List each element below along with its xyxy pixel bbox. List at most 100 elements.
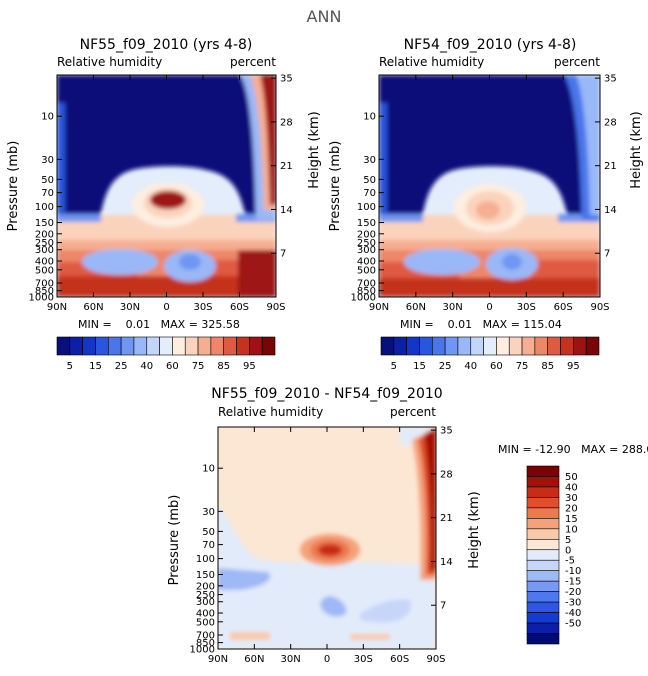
colorbar-swatch: [526, 497, 560, 509]
colorbar-swatch: [419, 336, 433, 356]
colorbar: 5 15 25 40 60 75 85 95: [56, 336, 276, 372]
y-axis-title: Pressure (mb): [328, 141, 343, 232]
panel-right-label: percent: [554, 55, 600, 69]
colorbar-label: 85: [541, 361, 554, 372]
colorbar-swatch: [133, 336, 148, 356]
colorbar: 5 15 25 40 60 75 85 95: [380, 336, 600, 372]
colorbar-label: 15: [89, 361, 102, 372]
y2-tick-label: 14: [440, 557, 453, 568]
y2-axis-title: Height (km): [467, 491, 482, 568]
colorbar-label: 5: [565, 535, 571, 546]
colorbar-swatch: [159, 336, 173, 356]
y-tick-label: 250: [35, 238, 54, 249]
x-tick-label: 60S: [390, 654, 409, 665]
y-tick-label: 30: [41, 155, 54, 166]
colorbar-swatch: [380, 336, 395, 356]
y-tick-label: 200: [196, 581, 215, 592]
y-tick-label: 50: [363, 175, 376, 186]
colorbar-swatch: [526, 601, 560, 613]
y-tick-label: 500: [35, 265, 54, 276]
colorbar-label: 60: [166, 361, 179, 372]
y2-axis-title: Height (km): [629, 111, 644, 188]
colorbar-swatch: [82, 336, 96, 356]
y-tick-label: 1000: [29, 293, 54, 304]
colorbar-swatch: [444, 336, 459, 356]
plot-field: [57, 75, 276, 297]
colorbar-swatch: [534, 336, 549, 356]
colorbar-swatch: [526, 538, 560, 551]
y-tick-label: 300: [35, 245, 54, 256]
panel-right-label: percent: [230, 55, 276, 69]
colorbar-label: -5: [565, 556, 575, 567]
x-tick-label: 60N: [83, 302, 103, 313]
y-axis-title: Pressure (mb): [167, 495, 182, 586]
colorbar-swatch: [120, 336, 135, 356]
colorbar-label: 60: [490, 361, 503, 372]
y2-tick-label: 7: [440, 601, 446, 612]
colorbar-swatch: [526, 559, 560, 572]
x-tick-label: 0: [324, 654, 330, 665]
y2-tick-label: 28: [440, 469, 453, 480]
colorbar-label: -40: [565, 608, 581, 619]
colorbar-swatch: [483, 336, 497, 356]
y-tick-label: 30: [202, 507, 215, 518]
x-tick-label: 30N: [443, 302, 463, 313]
colorbar-swatch: [107, 336, 122, 356]
colorbar-label: 25: [115, 361, 128, 372]
colorbar-swatch: [526, 612, 560, 624]
y2-tick-label: 14: [604, 205, 617, 216]
y2-tick-label: 14: [280, 205, 293, 216]
colorbar-swatch: [223, 336, 237, 356]
colorbar-label: 10: [565, 524, 578, 535]
colorbar-swatch: [526, 486, 560, 498]
panel-right-label: percent: [390, 405, 436, 419]
y-tick-label: 400: [357, 257, 376, 268]
y-tick-label: 700: [35, 278, 54, 289]
colorbar-swatch: [560, 336, 574, 356]
colorbar-swatch: [526, 518, 560, 530]
panel-title: NF54_f09_2010 (yrs 4-8): [404, 37, 577, 53]
colorbar-label: 40: [565, 482, 578, 493]
x-tick-label: 90N: [208, 654, 228, 665]
axes: 1030507010015020025030040050070085010003…: [351, 74, 617, 313]
colorbar-swatch: [526, 528, 560, 540]
panel-nf54: NF54_f09_2010 (yrs 4-8) Relative humidit…: [328, 37, 644, 372]
colorbar-swatch: [526, 591, 560, 603]
y2-tick-label: 21: [440, 513, 453, 524]
colorbar-swatch: [526, 507, 560, 519]
x-tick-label: 60S: [230, 302, 249, 313]
axes: 1030507010015020025030040050070085010003…: [190, 426, 453, 665]
y-tick-label: 150: [35, 218, 54, 229]
colorbar-label: -10: [565, 566, 581, 577]
y2-tick-label: 28: [604, 117, 617, 128]
x-tick-label: 60N: [406, 302, 426, 313]
x-tick-label: 90S: [266, 302, 285, 313]
colorbar-swatch: [249, 336, 263, 356]
x-tick-label: 90N: [369, 302, 389, 313]
y-tick-label: 1000: [351, 293, 376, 304]
colorbar-label: 5: [67, 361, 73, 372]
y-tick-label: 850: [357, 286, 376, 297]
colorbar-label: -15: [565, 577, 581, 588]
y-tick-label: 850: [196, 638, 215, 649]
colorbar-label: 15: [565, 514, 578, 525]
y2-tick-label: 35: [604, 74, 617, 85]
plot-field: [379, 75, 600, 297]
colorbar-label: 95: [567, 361, 580, 372]
colorbar-swatch: [236, 336, 250, 356]
x-tick-label: 30S: [354, 654, 373, 665]
y-tick-label: 10: [41, 112, 54, 123]
colorbar-label: 75: [192, 361, 205, 372]
colorbar-swatch: [526, 570, 560, 582]
y-tick-label: 700: [357, 278, 376, 289]
colorbar-swatch: [526, 580, 560, 592]
x-tick-label: 30N: [281, 654, 301, 665]
plot-field: [218, 427, 436, 649]
x-tick-label: 30S: [517, 302, 536, 313]
colorbar-swatch: [197, 336, 212, 356]
y-tick-label: 70: [41, 188, 54, 199]
colorbar-label: -30: [565, 598, 581, 609]
colorbar-swatch: [508, 336, 523, 356]
colorbar-swatch: [585, 336, 600, 356]
